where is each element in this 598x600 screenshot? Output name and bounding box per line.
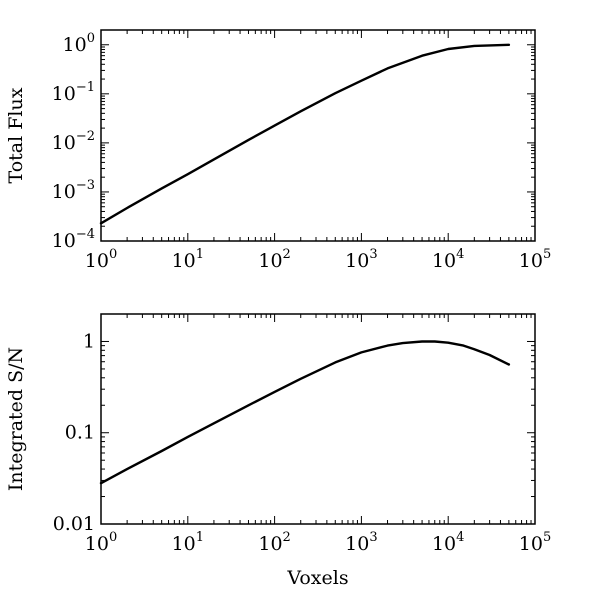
integrated-sn-panel: 100 101 102 103 104 105 0.01 0.1 1 Integrated S/N… <box>5 313 551 589</box>
series-line <box>99 340 511 485</box>
plot-frame <box>100 29 536 242</box>
x-tick-label: 101 <box>172 247 204 272</box>
x-tick-label: 105 <box>519 247 551 272</box>
total-flux-panel: 100 101 102 103 104 105 10−4 10−3 10−2 10−1 100 Tot… <box>5 29 551 272</box>
x-tick-label: 104 <box>432 530 464 555</box>
x-tick-label: 100 <box>85 247 117 272</box>
y-tick-label: 10−4 <box>52 227 95 252</box>
plot-frame <box>100 313 536 525</box>
x-axis-label: Voxels <box>286 567 348 589</box>
x-tick-label: 105 <box>519 530 551 555</box>
y-axis-label: Total Flux <box>5 87 27 183</box>
y-axis-label: Integrated S/N <box>5 347 27 491</box>
x-tick-label: 104 <box>432 247 464 272</box>
x-tick-label: 100 <box>85 530 117 555</box>
x-tick-label: 103 <box>345 247 377 272</box>
y-tick-label: 0.1 <box>65 422 95 444</box>
y-tick-label: 10−1 <box>52 80 95 105</box>
x-tick-label: 102 <box>258 247 290 272</box>
y-tick-label: 10−3 <box>52 178 95 203</box>
y-tick-label: 0.01 <box>53 513 95 535</box>
x-tick-label: 102 <box>258 530 290 555</box>
y-tick-label: 10−2 <box>52 129 95 154</box>
x-tick-label: 103 <box>345 530 377 555</box>
y-tick-label: 1 <box>83 330 95 352</box>
series-line <box>99 43 511 225</box>
x-tick-label: 101 <box>172 530 204 555</box>
y-tick-label: 100 <box>63 31 95 56</box>
